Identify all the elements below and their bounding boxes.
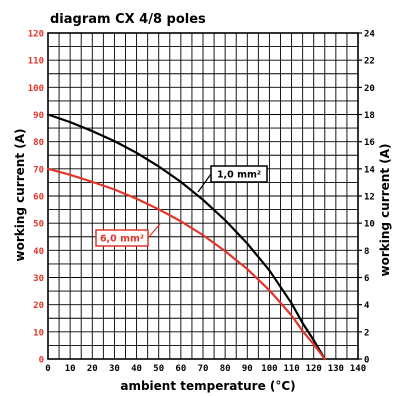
x-tick-label: 80 — [220, 364, 231, 374]
y-left-tick-label: 40 — [33, 247, 44, 257]
x-axis-ticks: 0 10 20 30 40 50 60 70 80 90 100 110 120 130 140 — [45, 364, 366, 374]
y-right-tick-label: 24 — [364, 30, 375, 40]
legend-leader-line — [197, 173, 212, 193]
x-tick-label: 70 — [198, 364, 209, 374]
y-right-tick-label: 8 — [364, 247, 369, 257]
x-tick-label: 110 — [283, 364, 299, 374]
y-right-tick-label: 4 — [364, 301, 370, 311]
x-tick-label: 40 — [131, 364, 142, 374]
series-line-0 — [46, 113, 326, 361]
y-left-axis-label: working current (A) — [13, 129, 27, 262]
x-tick-label: 90 — [242, 364, 253, 374]
y-right-tick-label: 12 — [364, 193, 375, 203]
x-tick-label: 10 — [65, 364, 76, 374]
y-right-tick-label: 14 — [364, 165, 375, 175]
y-left-tick-label: 0 — [39, 356, 44, 366]
y-left-tick-label: 100 — [28, 84, 44, 94]
y-left-tick-label: 120 — [28, 30, 44, 40]
x-tick-label: 30 — [109, 364, 120, 374]
y-right-tick-label: 0 — [364, 356, 369, 366]
x-axis-label: ambient temperature (°C) — [120, 379, 295, 393]
y-right-tick-label: 22 — [364, 57, 375, 67]
x-tick-label: 140 — [350, 364, 366, 374]
series-line-1 — [46, 167, 326, 361]
legend-label: 1,0 mm² — [217, 170, 261, 181]
y-right-tick-label: 2 — [364, 328, 369, 338]
y-left-tick-label: 80 — [33, 138, 44, 148]
y-left-axis-ticks: 0 10 20 30 40 50 60 70 80 90 100 110 120 — [28, 30, 44, 366]
legend-label: 6,0 mm² — [100, 234, 144, 245]
grid — [47, 32, 359, 360]
x-tick-label: 130 — [328, 364, 344, 374]
x-tick-label: 20 — [87, 364, 98, 374]
y-left-tick-label: 20 — [33, 301, 44, 311]
y-right-tick-label: 10 — [364, 220, 375, 230]
chart-title: diagram CX 4/8 poles — [50, 12, 206, 27]
y-left-tick-label: 10 — [33, 328, 44, 338]
y-left-tick-label: 90 — [33, 111, 44, 121]
y-right-tick-label: 6 — [364, 274, 369, 284]
y-left-tick-label: 110 — [28, 57, 44, 67]
y-right-axis-label: working current (A) — [378, 144, 392, 277]
x-tick-label: 50 — [153, 364, 164, 374]
plot-frame — [47, 32, 362, 360]
x-tick-label: 0 — [45, 364, 50, 374]
y-right-tick-label: 18 — [364, 111, 375, 121]
legend-box — [95, 229, 149, 247]
y-right-tick-label: 20 — [364, 84, 375, 94]
x-tick-label: 60 — [175, 364, 186, 374]
legend-box — [210, 165, 268, 183]
y-right-tick-label: 16 — [364, 138, 375, 148]
y-left-tick-label: 30 — [33, 274, 44, 284]
x-tick-label: 120 — [306, 364, 322, 374]
y-left-tick-label: 50 — [33, 220, 44, 230]
series-layer — [46, 113, 326, 361]
x-tick-label: 100 — [261, 364, 277, 374]
legend-leader-line — [147, 223, 161, 239]
y-left-tick-label: 60 — [33, 193, 44, 203]
y-left-tick-label: 70 — [33, 165, 44, 175]
legend-layer: 1,0 mm² 6,0 mm² — [95, 165, 268, 247]
